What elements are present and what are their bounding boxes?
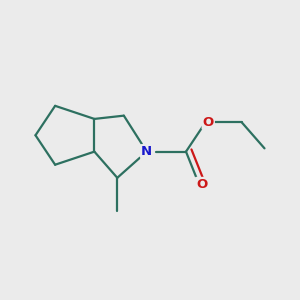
Text: O: O: [202, 116, 214, 129]
Text: O: O: [196, 178, 207, 191]
Text: N: N: [141, 145, 152, 158]
